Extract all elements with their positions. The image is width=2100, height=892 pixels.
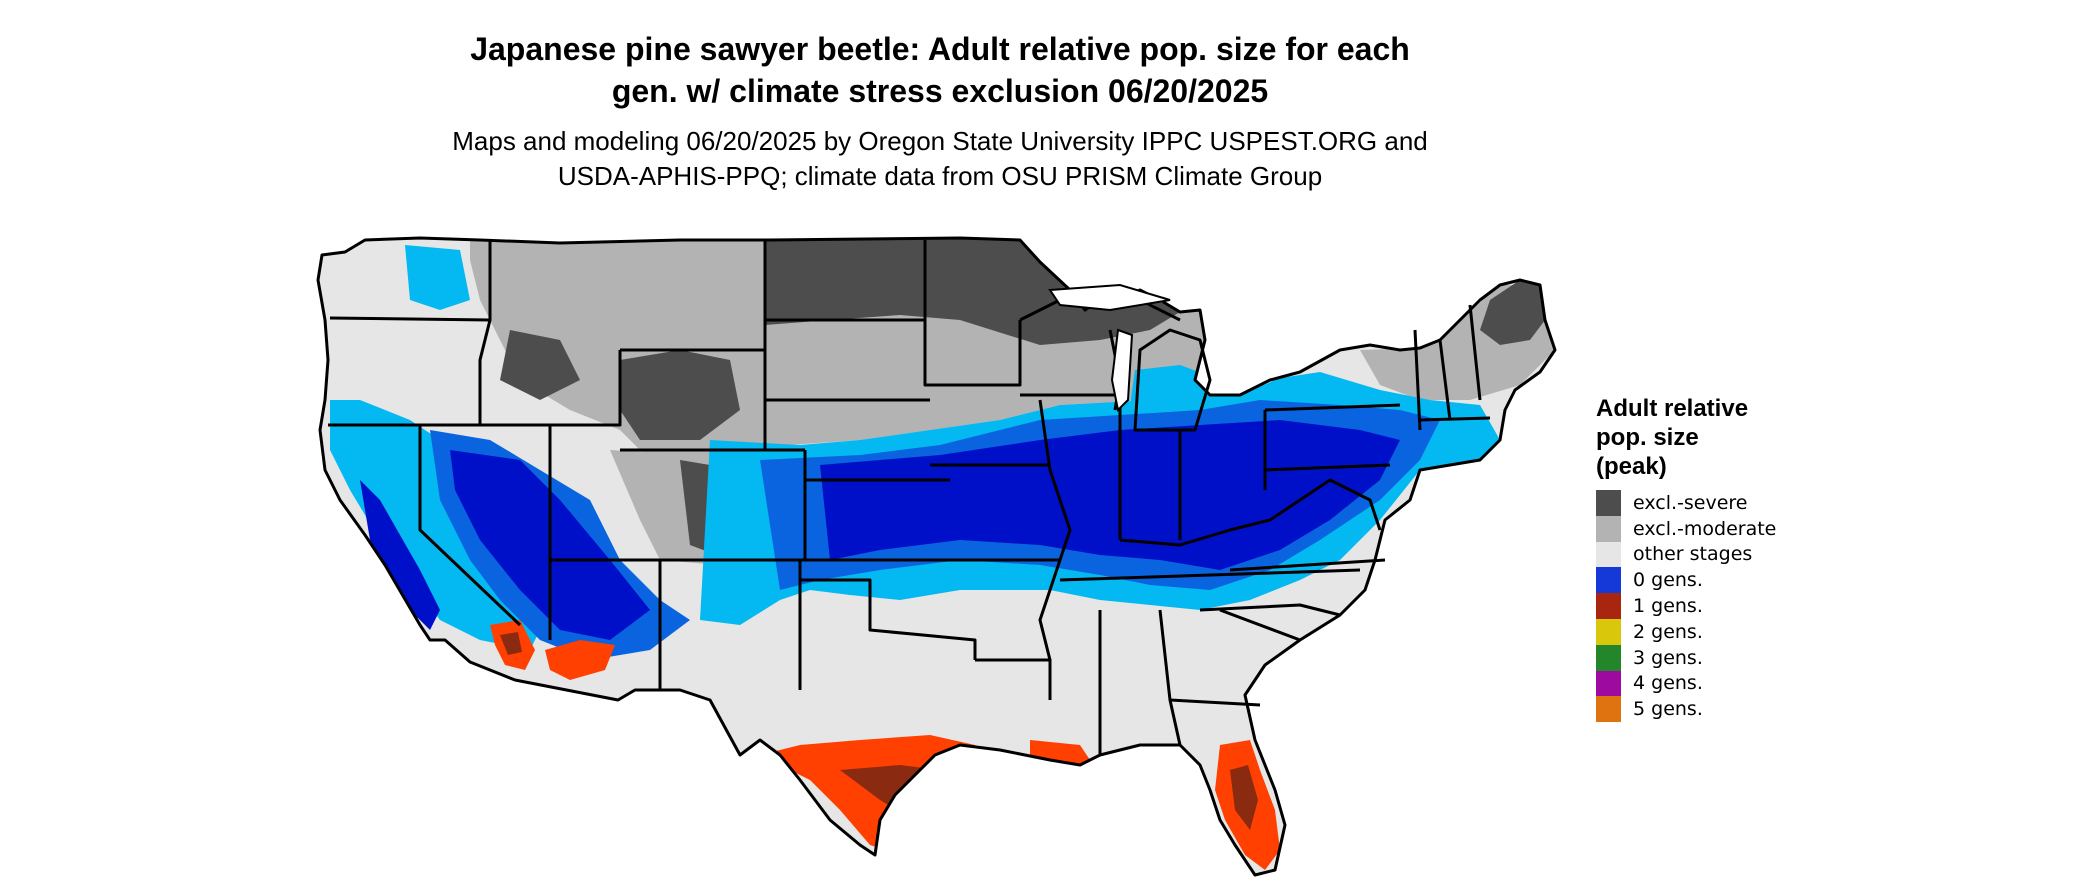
legend-swatch — [1596, 515, 1621, 542]
border-id — [478, 240, 622, 427]
border-ky-oh — [1119, 518, 1271, 547]
legend-items: excl.-severe excl.-moderate other stages 0 … — [1596, 490, 1856, 723]
region-dark-blue-main — [820, 420, 1400, 570]
map-fill-regions — [318, 238, 1555, 875]
border-wv-va — [1269, 478, 1382, 531]
region-1-gen-california-core — [500, 632, 522, 655]
border-ny-new-england — [1413, 329, 1422, 431]
legend-item: other stages — [1596, 541, 1856, 568]
border-michigan-lower — [1133, 328, 1212, 432]
legend-title: Adult relative pop. size (peak) — [1596, 394, 1856, 481]
legend-label: excl.-severe — [1633, 491, 1748, 514]
legend-label: other stages — [1633, 543, 1753, 566]
border-ky-tn — [1059, 568, 1361, 582]
border-ga-fl — [1169, 698, 1261, 707]
border-wa-or — [329, 316, 491, 322]
region-dark-blue-southwest — [360, 480, 440, 630]
legend-swatch — [1596, 618, 1621, 645]
border-vt-nh — [1438, 339, 1452, 421]
region-1-gen-florida-core — [1230, 765, 1258, 830]
region-excl-severe-northeast — [1480, 280, 1545, 345]
border-pa-ny — [1264, 403, 1401, 412]
border-pa-md — [1264, 463, 1391, 472]
legend-item: 2 gens. — [1596, 618, 1856, 645]
border-mo-il — [1038, 399, 1072, 661]
legend-label: 4 gens. — [1633, 672, 1703, 695]
legend-swatch — [1596, 593, 1621, 619]
legend-swatch — [1596, 696, 1621, 723]
legend-swatch — [1596, 490, 1621, 516]
legend-label: 0 gens. — [1633, 569, 1703, 592]
us-map — [316, 236, 1557, 877]
legend-item: 4 gens. — [1596, 670, 1856, 697]
legend: Adult relative pop. size (peak) excl.-se… — [1596, 394, 1856, 723]
legend-swatch — [1596, 644, 1621, 671]
region-excl-severe — [765, 238, 1180, 345]
map-title-line-2: gen. w/ climate stress exclusion 06/20/2… — [611, 73, 1269, 109]
legend-swatch — [1596, 541, 1621, 568]
border-nc-sc — [1199, 603, 1341, 617]
map-subtitle-line-1: Maps and modeling 06/20/2025 by Oregon S… — [452, 126, 1428, 156]
legend-label: 5 gens. — [1633, 698, 1703, 721]
border-mn — [923, 240, 1022, 387]
legend-label: 3 gens. — [1633, 646, 1703, 669]
map-title: Japanese pine sawyer beetle: Adult relat… — [0, 28, 1880, 112]
legend-title-line-2: pop. size — [1596, 424, 1699, 451]
border-ma-ct — [1419, 416, 1491, 422]
border-ok-tx — [798, 560, 977, 660]
legend-item: 0 gens. — [1596, 567, 1856, 594]
map-subtitle-line-2: USDA-APHIS-PPQ; climate data from OSU PR… — [557, 161, 1323, 191]
legend-title-line-3: (peak) — [1596, 453, 1667, 480]
legend-swatch — [1596, 670, 1621, 697]
map-title-line-1: Japanese pine sawyer beetle: Adult relat… — [470, 31, 1410, 67]
lake-michigan — [1110, 328, 1134, 413]
legend-item: 3 gens. — [1596, 644, 1856, 671]
legend-label: 2 gens. — [1633, 620, 1703, 643]
legend-swatch — [1596, 567, 1621, 594]
legend-item: 1 gens. — [1596, 593, 1856, 619]
lake-superior — [1048, 283, 1171, 312]
region-light-blue-michigan — [1130, 365, 1215, 420]
region-1-gen-arizona — [545, 640, 615, 680]
legend-label: 1 gens. — [1633, 595, 1703, 618]
region-light-blue-west — [330, 400, 540, 650]
legend-item: excl.-moderate — [1596, 515, 1856, 542]
legend-title-line-1: Adult relative — [1596, 395, 1749, 422]
great-lakes — [1048, 283, 1171, 413]
region-excl-severe-wyoming — [620, 350, 740, 440]
border-nh-me — [1468, 304, 1482, 401]
border-ga-sc — [1219, 608, 1301, 642]
region-light-blue-washington — [405, 245, 470, 310]
map-subtitle: Maps and modeling 06/20/2025 by Oregon S… — [0, 124, 1880, 194]
legend-item: excl.-severe — [1596, 490, 1856, 516]
legend-label: excl.-moderate — [1633, 517, 1777, 540]
border-nv-ca — [418, 425, 522, 627]
region-excl-severe-idaho — [500, 330, 580, 400]
border-va-nc — [1229, 558, 1386, 572]
legend-item: 5 gens. — [1596, 696, 1856, 723]
